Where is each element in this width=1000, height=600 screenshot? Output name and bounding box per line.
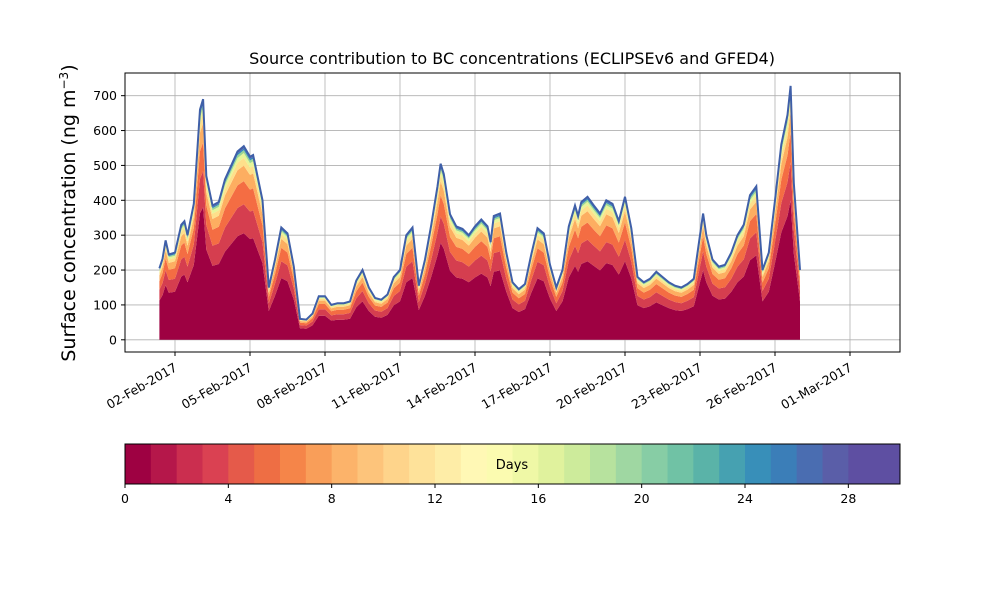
x-tick-label: 02-Feb-2017 — [104, 360, 180, 412]
colorbar-swatch — [305, 444, 333, 484]
axes — [124, 72, 901, 353]
colorbar-swatch — [874, 444, 901, 484]
colorbar: 0 4 8 12 16 20 24 28 — [121, 443, 901, 506]
colorbar-swatch — [590, 444, 617, 484]
colorbar-swatch — [357, 444, 384, 484]
colorbar-swatch — [409, 444, 436, 484]
colorbar-swatch — [615, 444, 643, 484]
colorbar-frame — [124, 443, 901, 485]
colorbar-swatch — [150, 444, 178, 484]
colorbar-tick-label: 8 — [328, 491, 336, 506]
colorbar-tick-label: 4 — [224, 491, 232, 506]
colorbar-tick-label: 24 — [737, 491, 753, 506]
colorbar-swatch — [383, 444, 410, 484]
colorbar-swatch — [822, 444, 849, 484]
y-tick-label: 200 — [93, 263, 117, 278]
colorbar-swatch — [125, 444, 152, 484]
colorbar-swatch — [538, 444, 565, 484]
colorbar-tick-label: 12 — [427, 491, 443, 506]
colorbar-swatch — [667, 444, 694, 484]
y-tick-label: 400 — [93, 193, 117, 208]
plot-frame — [124, 72, 901, 353]
colorbar-tick-label: 0 — [121, 491, 129, 506]
colorbar-swatch — [641, 444, 668, 484]
colorbar-swatch — [719, 444, 746, 484]
x-tick-label: 01-Mar-2017 — [778, 360, 854, 413]
colorbar-swatch — [564, 444, 591, 484]
colorbar-swatch — [770, 444, 798, 484]
colorbar-swatch — [486, 444, 513, 484]
colorbar-tick-label: 28 — [840, 491, 856, 506]
x-axis-ticks: 02-Feb-2017 05-Feb-2017 08-Feb-2017 11-Feb-… — [104, 352, 855, 412]
x-tick-label: 14-Feb-2017 — [404, 360, 480, 412]
total-line — [158, 85, 801, 321]
stacked-areas — [158, 85, 801, 340]
colorbar-swatch — [176, 444, 203, 484]
colorbar-swatch — [796, 444, 823, 484]
colorbar-swatch — [254, 444, 281, 484]
y-tick-label: 100 — [93, 297, 117, 312]
area-layer-young — [159, 200, 800, 340]
colorbar-tick-label: 20 — [634, 491, 650, 506]
x-tick-label: 05-Feb-2017 — [179, 360, 255, 412]
y-tick-label: 300 — [93, 228, 117, 243]
colorbar-swatch — [331, 444, 358, 484]
colorbar-swatch — [280, 444, 307, 484]
colorbar-tick-label: 16 — [530, 491, 546, 506]
colorbar-swatch — [848, 444, 875, 484]
colorbar-swatch — [460, 444, 488, 484]
x-tick-label: 11-Feb-2017 — [329, 360, 405, 412]
y-tick-label: 500 — [93, 158, 117, 173]
x-tick-label: 20-Feb-2017 — [554, 360, 630, 412]
y-tick-label: 600 — [93, 123, 117, 138]
colorbar-label: Days — [496, 458, 529, 473]
colorbar-swatch — [202, 444, 229, 484]
colorbar-swatch — [228, 444, 255, 484]
colorbar-swatch — [435, 444, 462, 484]
colorbar-swatch — [745, 444, 772, 484]
colorbar-swatch — [693, 444, 720, 484]
y-axis-label: Surface concentration (ng m−3) — [57, 64, 80, 361]
y-axis-ticks: 0 100 200 300 400 500 600 700 — [93, 88, 125, 347]
y-tick-label: 700 — [93, 88, 117, 103]
colorbar-swatch — [512, 444, 539, 484]
chart-title: Source contribution to BC concentrations… — [249, 49, 775, 68]
x-tick-label: 26-Feb-2017 — [704, 360, 780, 412]
x-tick-label: 23-Feb-2017 — [629, 360, 705, 412]
x-tick-label: 17-Feb-2017 — [479, 360, 555, 412]
x-tick-label: 08-Feb-2017 — [254, 360, 330, 412]
y-tick-label: 0 — [109, 332, 117, 347]
